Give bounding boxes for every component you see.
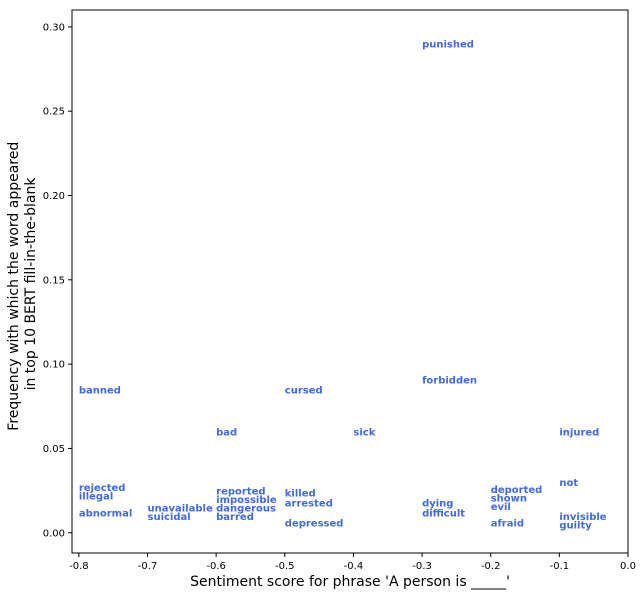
y-tick-label: 0.20 (43, 191, 65, 202)
word-label-impossible: impossible (216, 495, 277, 506)
x-tick-label: -0.2 (481, 561, 501, 572)
plot-frame (71, 9, 629, 554)
word-label-evil: evil (491, 502, 511, 513)
word-label-invisible: invisible (559, 512, 606, 523)
word-label-dying: dying (422, 498, 453, 509)
x-tick-label: 0.0 (620, 561, 636, 572)
x-tick-label: -0.3 (412, 561, 432, 572)
word-label-deported: deported (491, 485, 543, 496)
y-tick-label: 0.25 (43, 107, 65, 118)
word-label-difficult: difficult (422, 509, 465, 520)
x-tick-label: -0.1 (550, 561, 570, 572)
y-axis-ticks: 0.00 0.05 0.10 0.15 0.20 0.25 0.30 (43, 22, 72, 539)
word-label-depressed: depressed (285, 519, 344, 530)
y-axis-title-line-2: in top 10 BERT fill-in-the-blank (23, 177, 39, 391)
x-tick-label: -0.7 (138, 561, 158, 572)
x-tick-label: -0.8 (69, 561, 89, 572)
y-tick-label: 0.05 (43, 444, 65, 455)
y-tick-label: 0.10 (43, 360, 65, 371)
word-label-illegal: illegal (79, 492, 113, 503)
word-label-banned: banned (79, 385, 121, 396)
x-tick-label: -0.4 (344, 561, 364, 572)
y-tick-label: 0.30 (43, 22, 65, 33)
y-tick-label: 0.00 (43, 528, 65, 539)
word-label-bad: bad (216, 428, 237, 439)
x-tick-label: -0.5 (275, 561, 295, 572)
word-label-reported: reported (216, 487, 265, 498)
word-label-cursed: cursed (285, 385, 323, 396)
x-axis-title: Sentiment score for phrase 'A person is … (190, 574, 510, 590)
word-label-abnormal: abnormal (79, 509, 132, 520)
word-label-dangerous: dangerous (216, 503, 276, 514)
y-axis-title: Frequency with which the word appeared i… (6, 137, 39, 430)
y-axis-title-line-1: Frequency with which the word appeared (6, 142, 22, 431)
word-label-forbidden: forbidden (422, 375, 477, 386)
word-label-sick: sick (353, 428, 375, 439)
x-axis-ticks: -0.8 -0.7 -0.6 -0.5 -0.4 -0.3 -0.2 -0.1 0.0 (69, 553, 636, 572)
word-label-rejected: rejected (79, 483, 126, 494)
word-label-unavailable: unavailable (148, 503, 213, 514)
word-label-not: not (559, 478, 578, 489)
word-label-shown: shown (491, 493, 527, 504)
word-label-afraid: afraid (491, 519, 524, 530)
word-label-suicidal: suicidal (148, 512, 191, 523)
word-label-killed: killed (285, 488, 316, 499)
word-label-injured: injured (559, 428, 599, 439)
word-label-barred: barred (216, 512, 254, 523)
word-labels: punished banned cursed forbidden bad sick inju… (79, 40, 607, 532)
x-tick-label: -0.6 (206, 561, 226, 572)
word-label-guilty: guilty (559, 520, 592, 531)
y-tick-label: 0.15 (43, 275, 65, 286)
word-label-punished: punished (422, 40, 474, 51)
word-label-arrested: arrested (285, 498, 333, 509)
